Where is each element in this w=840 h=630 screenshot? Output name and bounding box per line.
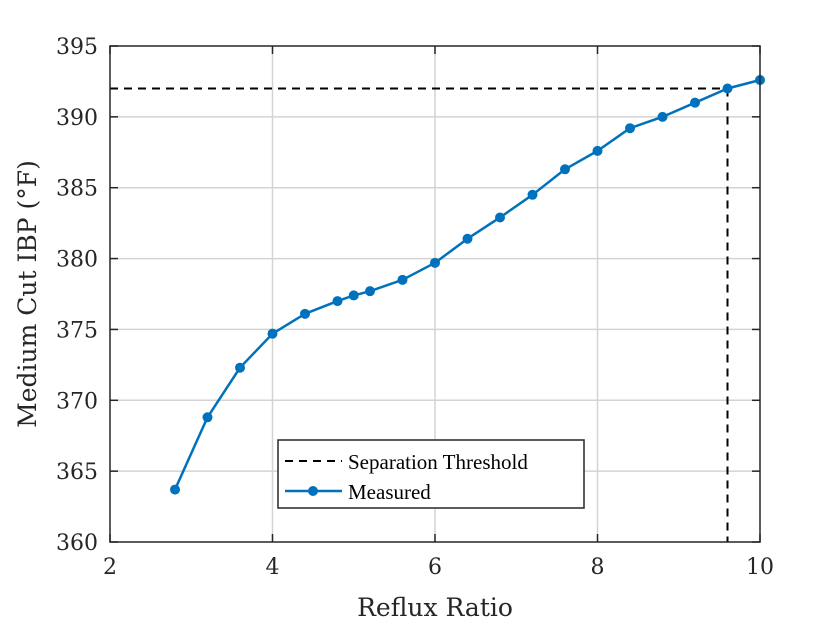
series-line [173,78,761,491]
data-point [202,412,213,423]
data-point [430,257,440,268]
ticks [109,45,761,543]
data-point [235,362,245,373]
y-axis-title: Medium Cut IBP (°F) [13,160,42,428]
x-tick-label: 2 [103,555,117,580]
x-axis-title: Reflux Ratio [357,593,513,622]
legend-threshold-label: Separation Threshold [348,450,528,474]
y-tick-label: 385 [56,177,98,202]
legend: Separation Threshold Measured [277,439,585,509]
x-tick-label: 6 [428,555,442,580]
data-point [348,290,359,301]
tick-labels: 2 4 6 8 10 360 365 370 375 380 385 390 395 [56,35,774,580]
data-point [267,328,278,339]
data-point [495,212,505,223]
series-layer [110,75,765,542]
data-point [527,189,538,200]
data-point [170,484,180,495]
data-point [332,296,343,307]
data-point [722,83,733,94]
legend-box [277,439,585,509]
y-tick-label: 395 [56,35,98,60]
x-tick-label: 8 [591,555,605,580]
data-point [592,145,603,156]
data-point [300,308,310,319]
y-tick-label: 375 [56,318,98,343]
y-tick-label: 380 [56,248,98,273]
data-point [560,164,570,175]
y-tick-label: 365 [56,460,98,485]
data-point [365,286,375,297]
data-point [462,233,473,244]
y-tick-label: 360 [56,531,98,556]
data-point [625,123,635,134]
x-tick-label: 4 [266,555,280,580]
y-tick-label: 370 [56,389,98,414]
x-tick-label: 10 [746,555,774,580]
legend-measured-label: Measured [348,480,431,504]
legend-measured-marker [308,486,318,496]
data-point [657,111,668,122]
data-point [690,97,700,108]
grid [110,46,760,542]
data-point [397,274,408,285]
y-tick-label: 390 [56,106,98,131]
